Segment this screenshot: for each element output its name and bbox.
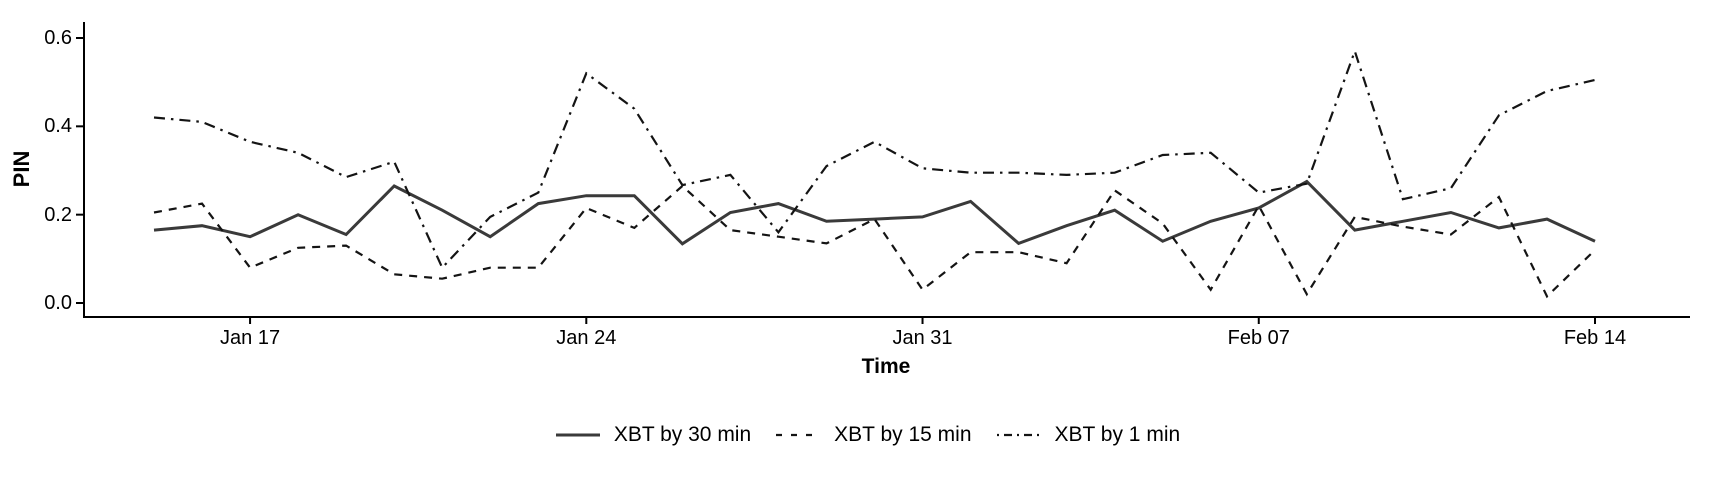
x-axis-title: Time [861,355,911,378]
x-tick-label: Jan 31 [892,327,953,349]
legend-label: XBT by 15 min [834,423,972,446]
series-line-dashdot [153,47,1596,270]
legend-swatch-solid-line [555,433,600,437]
legend-swatch-dashed-line [776,433,821,437]
y-tick-label: 0.6 [44,26,72,49]
y-tick-label: 0.2 [44,203,72,226]
x-tick-label: Jan 17 [220,327,281,349]
series-line-solid [153,179,1596,246]
x-tick-label: Feb 14 [1563,327,1627,349]
legend-item: XBT by 1 min [996,423,1181,447]
y-tick-label: 0.4 [44,115,72,138]
y-axis-title: PIN [9,150,34,188]
x-tick-label: Jan 24 [556,327,617,349]
series-line-dashed [153,184,1596,299]
legend-label: XBT by 1 min [1054,423,1181,446]
legend: XBT by 30 min XBT by 15 min XBT by 1 min [0,423,1735,447]
legend-item: XBT by 15 min [775,423,972,447]
y-tick-label: 0.0 [44,292,72,314]
legend-label: XBT by 30 min [613,423,752,446]
legend-item: XBT by 30 min [555,423,751,447]
legend-swatch-dashdot-line [996,433,1041,437]
x-tick-label: Feb 07 [1227,327,1290,349]
